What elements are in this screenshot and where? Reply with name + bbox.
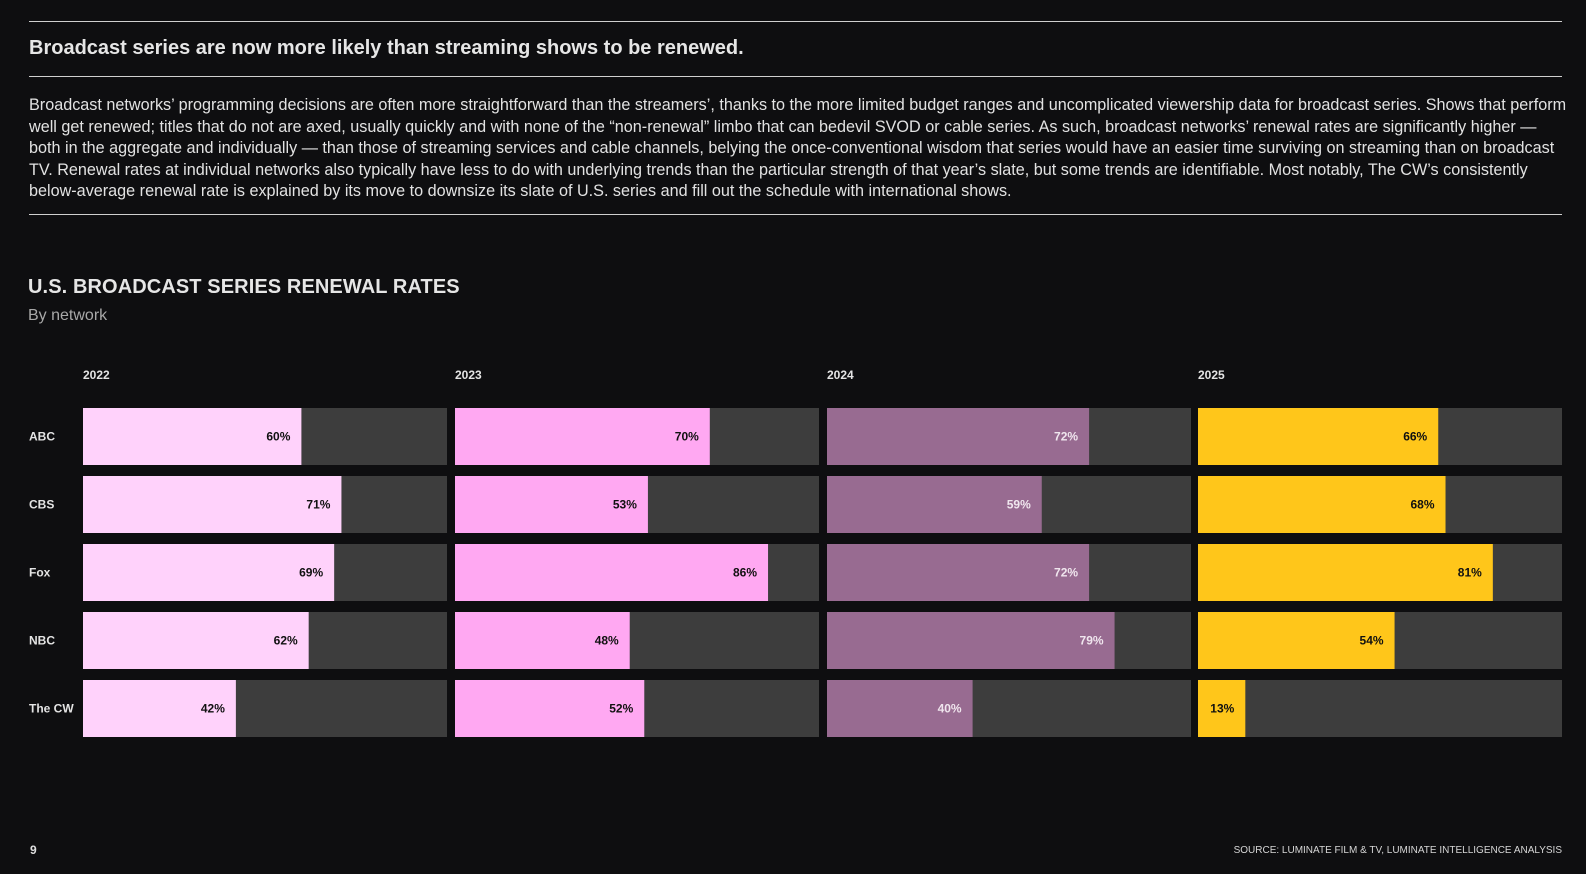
bar	[827, 544, 1090, 601]
data-label: 71%	[306, 498, 330, 512]
data-label: 81%	[1458, 566, 1482, 580]
data-label: 86%	[733, 566, 757, 580]
bar	[1198, 544, 1493, 601]
top-rule	[29, 21, 1562, 22]
year-header: 2024	[827, 368, 854, 382]
data-label: 40%	[938, 702, 962, 716]
source-note: SOURCE: LUMINATE FILM & TV, LUMINATE INT…	[1233, 845, 1562, 856]
data-label: 60%	[266, 430, 290, 444]
headline-rule	[29, 76, 1562, 77]
bar	[455, 408, 710, 465]
data-label: 52%	[609, 702, 633, 716]
data-label: 54%	[1360, 634, 1384, 648]
bar	[1198, 680, 1246, 737]
network-label: ABC	[29, 430, 55, 444]
page-headline: Broadcast series are now more likely tha…	[29, 37, 744, 59]
bar	[83, 612, 309, 669]
body-rule	[29, 214, 1562, 215]
body-paragraph: Broadcast networks’ programming decision…	[29, 96, 1567, 200]
year-header: 2025	[1198, 368, 1225, 382]
chart-title: U.S. BROADCAST SERIES RENEWAL RATES	[28, 276, 460, 298]
data-label: 62%	[274, 634, 298, 648]
data-label: 59%	[1007, 498, 1031, 512]
bar	[1198, 612, 1395, 669]
bar	[827, 612, 1115, 669]
bar	[83, 476, 342, 533]
bar	[827, 680, 973, 737]
bar	[455, 612, 630, 669]
bar	[1198, 408, 1439, 465]
year-header: 2023	[455, 368, 482, 382]
bar	[83, 544, 335, 601]
data-label: 13%	[1210, 702, 1234, 716]
data-label: 68%	[1410, 498, 1434, 512]
network-label: Fox	[29, 566, 51, 580]
network-label: The CW	[29, 702, 74, 716]
bar	[455, 544, 769, 601]
data-label: 79%	[1080, 634, 1104, 648]
network-label: CBS	[29, 498, 54, 512]
data-label: 48%	[595, 634, 619, 648]
chart-subtitle: By network	[28, 307, 108, 324]
data-label: 53%	[613, 498, 637, 512]
year-header: 2022	[83, 368, 110, 382]
bar	[83, 680, 236, 737]
bar	[455, 680, 645, 737]
data-label: 66%	[1403, 430, 1427, 444]
bar-track	[1198, 680, 1562, 737]
bar	[83, 408, 302, 465]
bar	[827, 476, 1042, 533]
page-number: 9	[30, 843, 37, 857]
data-label: 69%	[299, 566, 323, 580]
data-label: 72%	[1054, 430, 1078, 444]
network-label: NBC	[29, 634, 55, 648]
data-label: 42%	[201, 702, 225, 716]
data-label: 70%	[675, 430, 699, 444]
bar	[1198, 476, 1446, 533]
bar	[455, 476, 648, 533]
bar	[827, 408, 1090, 465]
data-label: 72%	[1054, 566, 1078, 580]
